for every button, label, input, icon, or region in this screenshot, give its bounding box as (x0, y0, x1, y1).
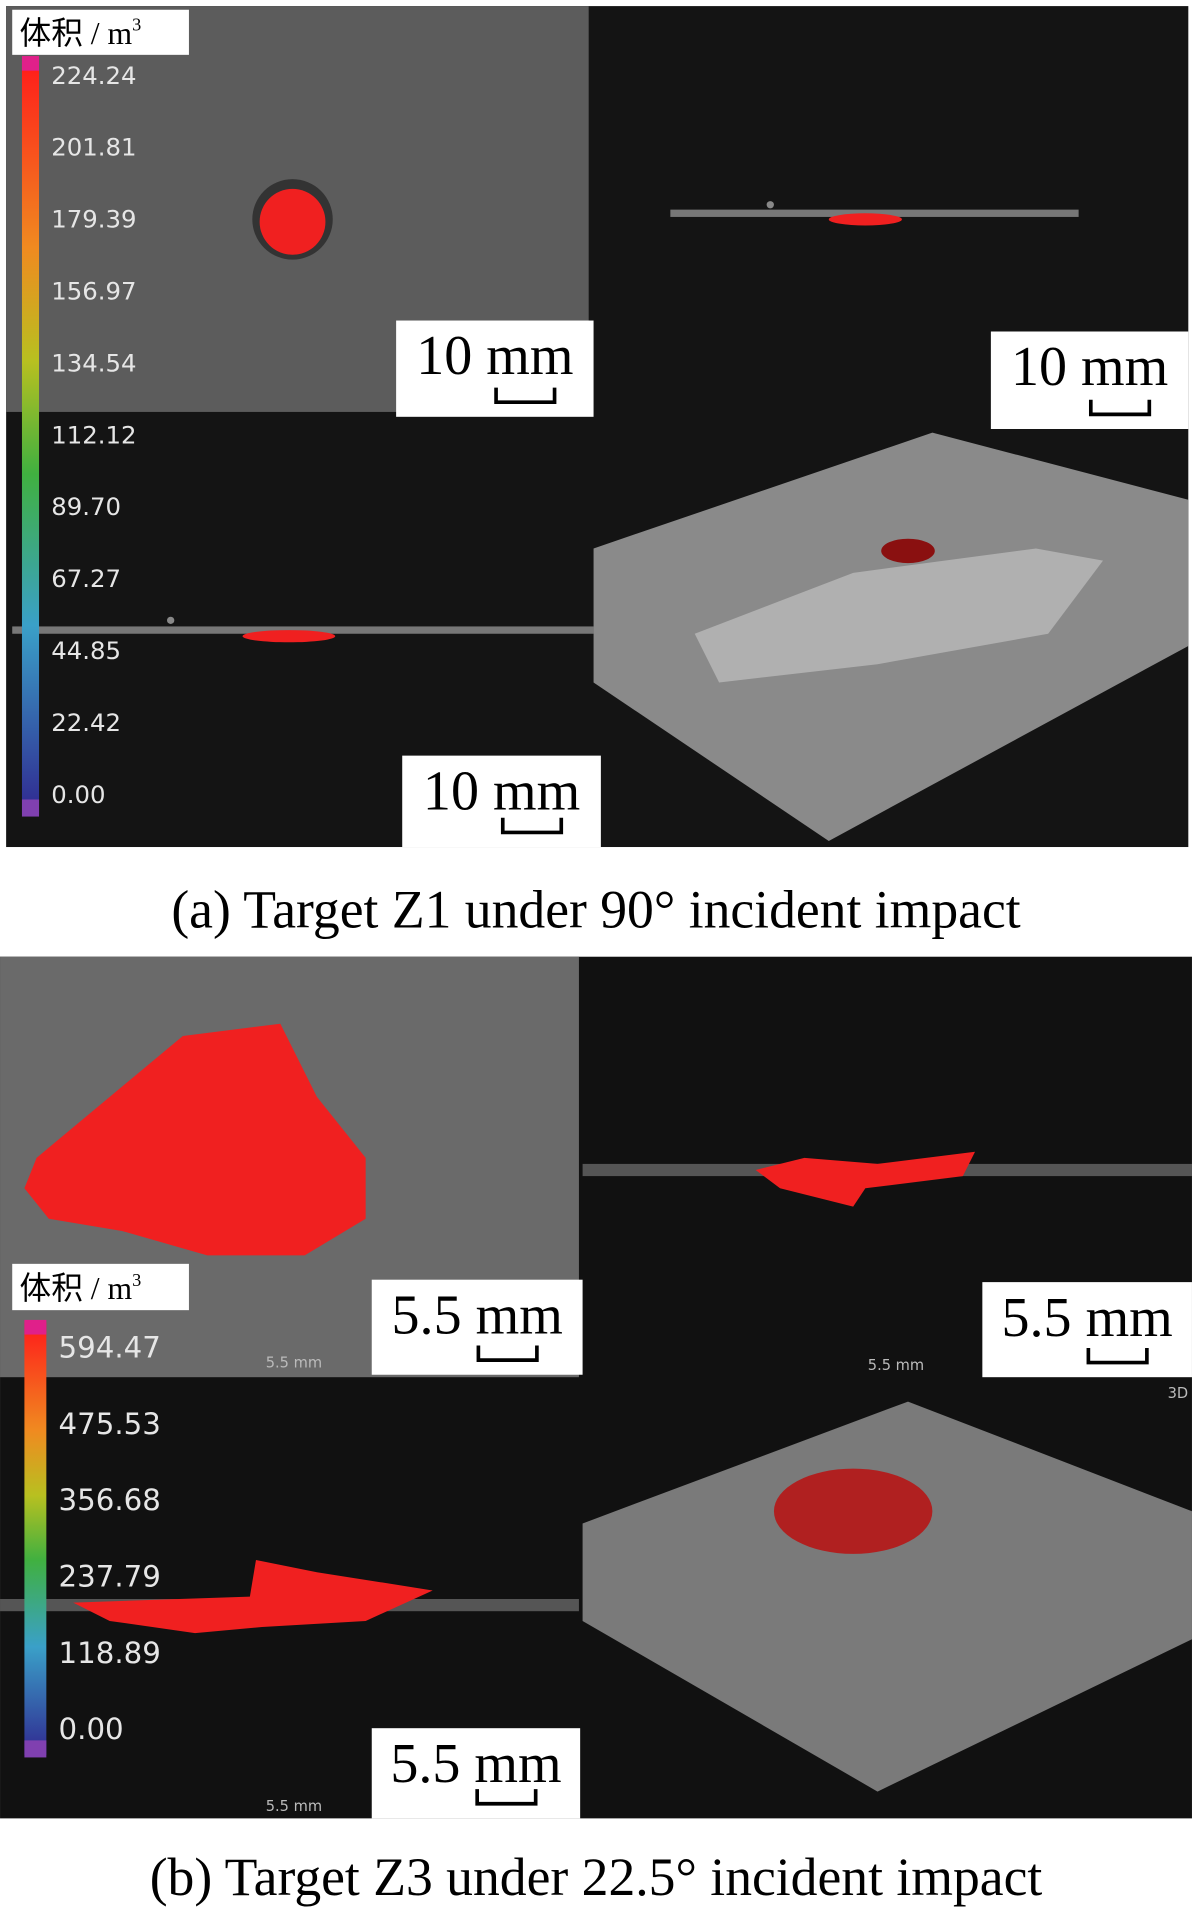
colorbar-bottom (24, 1740, 47, 1758)
scale-bar (1086, 1347, 1149, 1365)
colorbar-tick-label: 89.70 (51, 492, 121, 521)
colorbar (21, 58, 40, 815)
colorbar-tick-label: 112.12 (51, 420, 136, 449)
legend-title: 体积 / m3 (20, 14, 142, 50)
scale-bar (476, 1345, 539, 1362)
colorbar-tick-label: 179.39 (51, 205, 136, 234)
scale-bar-label: 5.5 mm (390, 1733, 561, 1795)
view-label: 5.5 mm (266, 1798, 322, 1815)
colorbar-top (21, 56, 40, 71)
colorbar-tick-label: 237.79 (59, 1560, 161, 1594)
colorbar-tick-label: 0.00 (51, 780, 105, 809)
colorbar-tick-label: 224.24 (51, 61, 136, 90)
scale-bar (494, 387, 557, 405)
caption: (b) Target Z3 under 22.5° incident impac… (150, 1847, 1043, 1907)
caption: (a) Target Z1 under 90° incident impact (171, 879, 1020, 939)
scale-bar-label: 5.5 mm (1002, 1287, 1173, 1349)
colorbar-top (24, 1319, 47, 1335)
scale-bar-label: 10 mm (423, 760, 580, 822)
colorbar-bottom (21, 799, 40, 817)
scale-bar (475, 1789, 538, 1806)
colorbar-tick-label: 22.42 (51, 708, 121, 737)
legend-title: 体积 / m3 (20, 1270, 142, 1306)
colorbar (24, 1322, 47, 1755)
panel-b-images (0, 956, 1192, 1819)
scale-bar (1088, 399, 1152, 417)
colorbar-tick-label: 475.53 (59, 1407, 161, 1441)
colorbar-tick-label: 356.68 (59, 1483, 161, 1517)
view-label: 3D (1168, 1385, 1189, 1402)
colorbar-tick-label: 118.89 (59, 1636, 161, 1670)
colorbar-tick-label: 44.85 (51, 636, 121, 665)
colorbar-tick-label: 156.97 (51, 277, 136, 306)
colorbar-tick-label: 201.81 (51, 133, 136, 162)
legend-title-box (12, 9, 189, 55)
colorbar-tick-label: 594.47 (59, 1331, 161, 1365)
scale-bar-label: 10 mm (416, 325, 573, 387)
legend-title-text: 体积 / m (20, 16, 133, 51)
view-label: 5.5 mm (868, 1357, 924, 1374)
scale-bar (500, 817, 564, 835)
colorbar-tick-label: 0.00 (59, 1712, 124, 1746)
colorbar-tick-label: 134.54 (51, 348, 136, 377)
scale-bar-label: 10 mm (1011, 336, 1168, 398)
colorbar-tick-label: 67.27 (51, 564, 121, 593)
legend-title-sup: 3 (132, 1270, 141, 1290)
scale-bar-label: 5.5 mm (392, 1284, 563, 1346)
legend-title-box (12, 1263, 189, 1311)
legend-title-text: 体积 / m (20, 1271, 133, 1306)
legend-title-sup: 3 (132, 14, 141, 34)
view-label: 5.5 mm (266, 1354, 322, 1371)
